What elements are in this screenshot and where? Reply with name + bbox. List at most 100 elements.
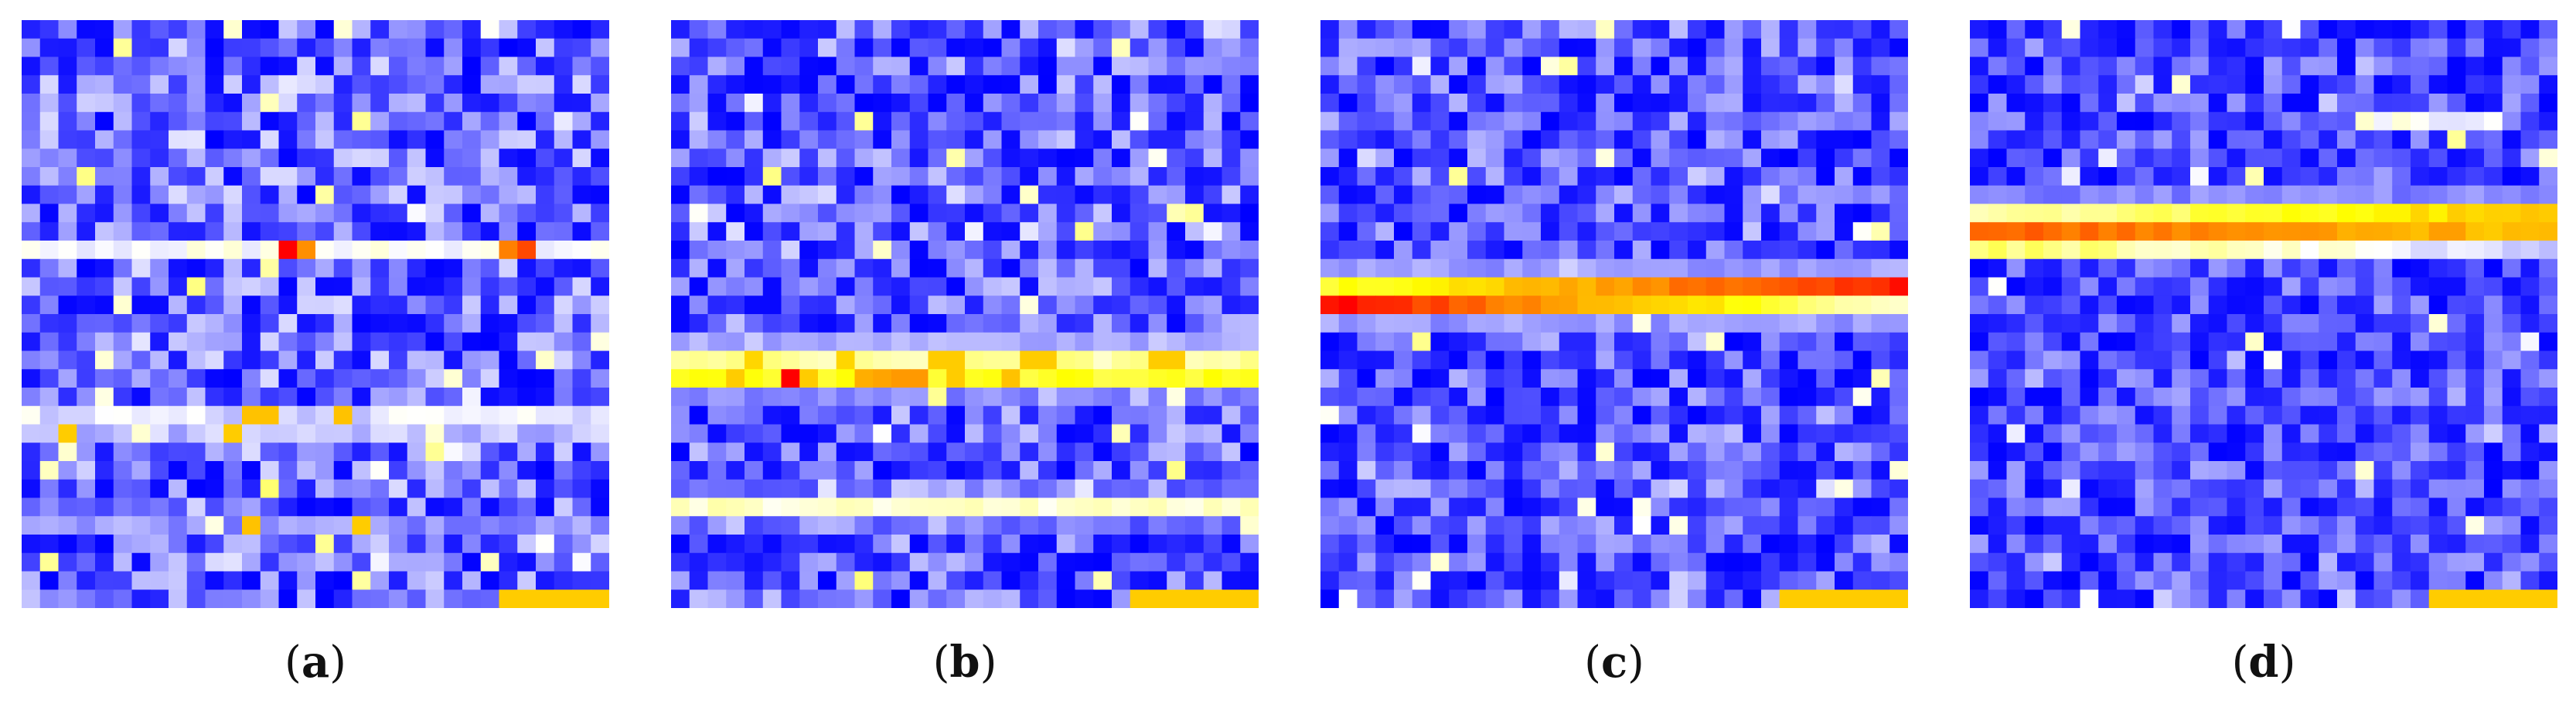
heatmap-d-cell bbox=[2264, 149, 2283, 168]
heatmap-b-cell bbox=[689, 38, 709, 58]
heatmap-b-cell bbox=[1038, 369, 1058, 388]
heatmap-a-cell bbox=[260, 571, 280, 590]
heatmap-d-cell bbox=[2392, 38, 2411, 58]
heatmap-a-cell bbox=[39, 149, 60, 168]
heatmap-c-cell bbox=[1467, 314, 1487, 333]
heatmap-b-cell bbox=[1038, 277, 1058, 296]
heatmap-c-cell bbox=[1761, 38, 1780, 58]
heatmap-b-cell bbox=[873, 149, 892, 168]
heatmap-d-cell bbox=[2043, 369, 2063, 388]
heatmap-a-cell bbox=[425, 516, 445, 535]
heatmap-c-cell bbox=[1632, 405, 1652, 425]
heatmap-b-cell bbox=[891, 350, 911, 370]
heatmap-c-cell bbox=[1705, 56, 1726, 76]
heatmap-d-cell bbox=[2355, 552, 2375, 572]
heatmap-c-cell bbox=[1338, 405, 1358, 425]
heatmap-a-cell bbox=[407, 296, 427, 315]
heatmap-b-cell bbox=[1112, 258, 1131, 278]
heatmap-d-cell bbox=[2190, 350, 2210, 370]
heatmap-d-cell bbox=[2135, 222, 2155, 241]
heatmap-b-cell bbox=[836, 443, 856, 462]
heatmap-b-cell bbox=[1093, 203, 1113, 223]
heatmap-d-cell bbox=[1970, 94, 1989, 113]
heatmap-c-cell bbox=[1485, 258, 1505, 278]
heatmap-a-cell bbox=[260, 130, 280, 149]
heatmap-c-cell bbox=[1485, 149, 1505, 168]
heatmap-d-cell bbox=[2373, 130, 2393, 149]
heatmap-d-cell bbox=[1988, 314, 2008, 333]
heatmap-a-cell bbox=[591, 277, 609, 296]
heatmap-b-cell bbox=[1075, 167, 1094, 186]
heatmap-b-cell bbox=[707, 535, 727, 554]
heatmap-d-cell bbox=[2520, 241, 2540, 260]
heatmap-c-cell bbox=[1632, 589, 1652, 608]
heatmap-a-cell bbox=[169, 350, 188, 370]
heatmap-c-cell bbox=[1577, 111, 1596, 132]
heatmap-a-cell bbox=[462, 405, 482, 425]
heatmap-c-cell bbox=[1688, 277, 1707, 296]
heatmap-d-cell bbox=[2061, 424, 2081, 443]
heatmap-c-cell bbox=[1705, 552, 1726, 572]
heatmap-d-cell bbox=[2428, 56, 2448, 76]
heatmap-c-cell bbox=[1467, 167, 1487, 186]
heatmap-c-cell bbox=[1651, 56, 1670, 76]
heatmap-b-cell bbox=[1185, 443, 1205, 462]
heatmap-a-cell bbox=[517, 571, 537, 590]
heatmap-a-cell bbox=[352, 424, 371, 443]
heatmap-b-cell bbox=[1222, 203, 1241, 223]
heatmap-a-cell bbox=[260, 241, 280, 260]
heatmap-b-cell bbox=[909, 405, 929, 425]
heatmap-b-cell bbox=[891, 405, 911, 425]
heatmap-a-cell bbox=[58, 203, 77, 223]
heatmap-d-cell bbox=[2227, 149, 2246, 168]
heatmap-c-cell bbox=[1688, 479, 1707, 499]
heatmap-c-cell bbox=[1743, 185, 1762, 205]
heatmap-c-cell bbox=[1669, 203, 1688, 223]
heatmap-a-cell bbox=[297, 75, 316, 94]
heatmap-d-cell bbox=[2373, 388, 2393, 407]
heatmap-d-cell bbox=[1970, 20, 1989, 39]
heatmap-a-cell bbox=[131, 296, 151, 315]
heatmap-b-cell bbox=[909, 461, 929, 480]
heatmap-c-cell bbox=[1835, 130, 1854, 149]
heatmap-c-cell bbox=[1724, 589, 1743, 608]
heatmap-b-cell bbox=[854, 571, 874, 590]
heatmap-c-cell bbox=[1614, 424, 1634, 443]
heatmap-c-cell bbox=[1797, 571, 1817, 590]
heatmap-d-cell bbox=[2006, 589, 2026, 608]
heatmap-c-cell bbox=[1669, 56, 1688, 76]
heatmap-a-cell bbox=[39, 314, 60, 333]
heatmap-b-cell bbox=[854, 185, 874, 205]
heatmap-a-cell bbox=[536, 369, 555, 388]
heatmap-d-cell bbox=[2061, 571, 2081, 590]
heatmap-d-cell bbox=[2190, 443, 2210, 462]
heatmap-b-cell bbox=[909, 130, 929, 149]
heatmap-d-cell bbox=[2520, 589, 2540, 608]
heatmap-b-cell bbox=[671, 149, 690, 168]
heatmap-b-cell bbox=[983, 443, 1003, 462]
heatmap-d-cell bbox=[2117, 167, 2136, 186]
heatmap-d-cell bbox=[2520, 424, 2540, 443]
heatmap-a-cell bbox=[333, 75, 353, 94]
heatmap-b-cell bbox=[689, 497, 709, 517]
heatmap-b-cell bbox=[1185, 350, 1205, 370]
heatmap-b-cell bbox=[1112, 149, 1131, 168]
heatmap-c-cell bbox=[1852, 388, 1872, 407]
heatmap-d-cell bbox=[2319, 111, 2338, 132]
heatmap-b-cell bbox=[1020, 296, 1039, 315]
heatmap-b-cell bbox=[689, 516, 709, 535]
heatmap-a-cell bbox=[205, 461, 224, 480]
heatmap-b-cell bbox=[726, 571, 745, 590]
heatmap-b-cell bbox=[965, 405, 984, 425]
heatmap-b-cell bbox=[1203, 589, 1223, 608]
heatmap-d-cell bbox=[2465, 222, 2485, 241]
heatmap-d-cell bbox=[2411, 185, 2430, 205]
heatmap-c-cell bbox=[1779, 56, 1799, 76]
heatmap-c-cell bbox=[1705, 350, 1726, 370]
heatmap-b-cell bbox=[762, 130, 782, 149]
heatmap-d-cell bbox=[2373, 277, 2393, 296]
heatmap-b-cell bbox=[1240, 443, 1259, 462]
heatmap-c-cell bbox=[1688, 296, 1707, 315]
heatmap-c-cell bbox=[1541, 277, 1560, 296]
heatmap-a-cell bbox=[425, 222, 445, 241]
